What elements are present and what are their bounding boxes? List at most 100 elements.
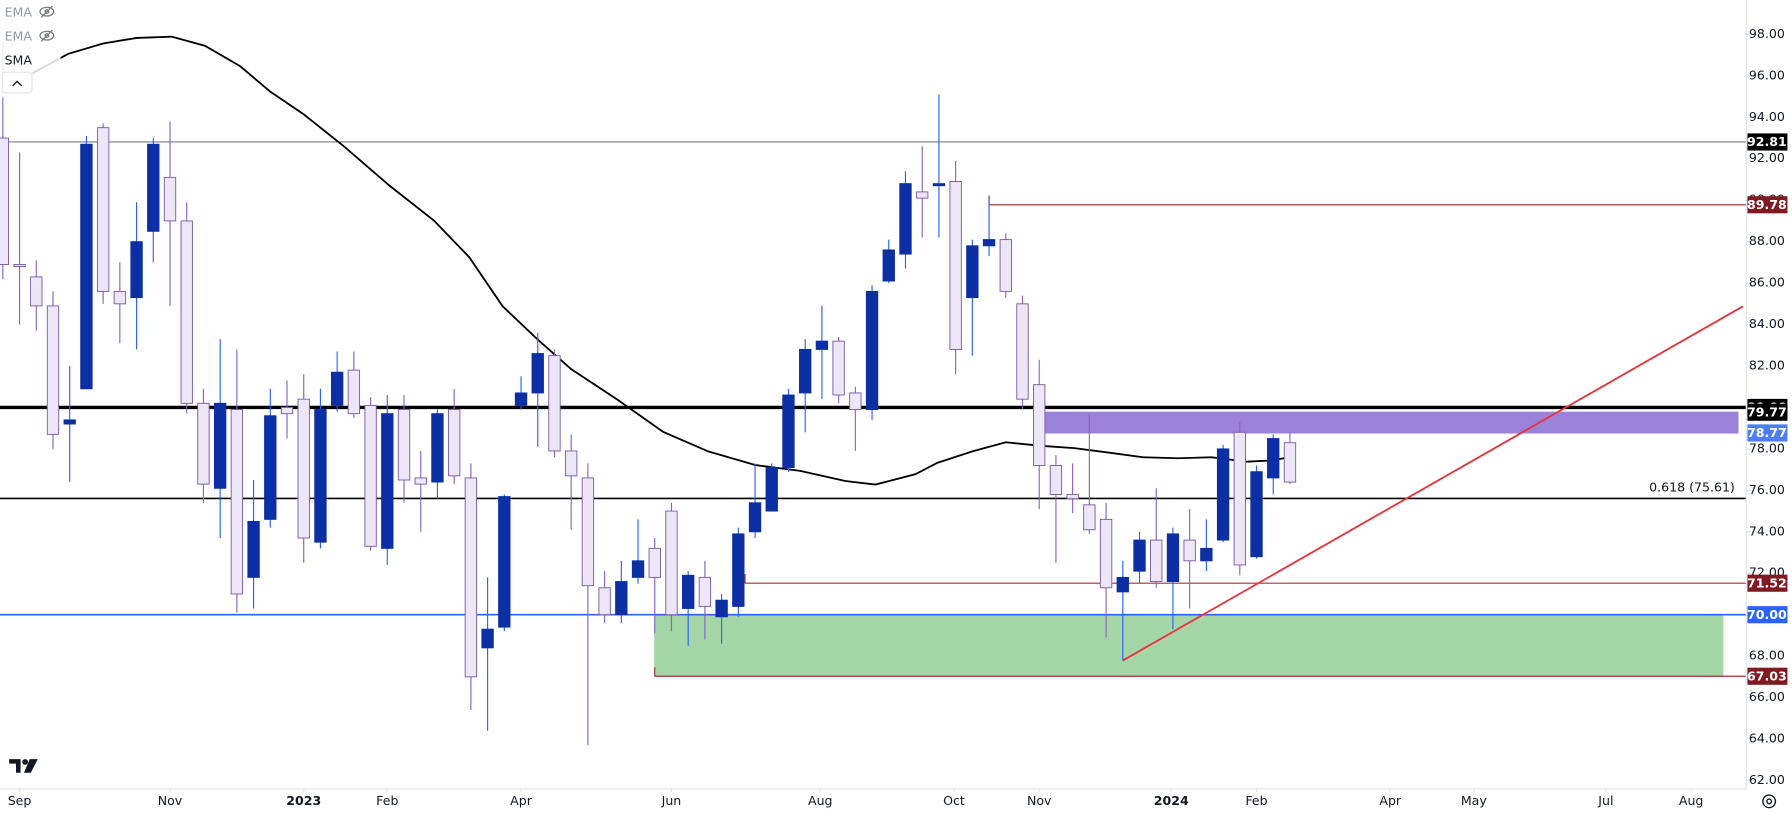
candle-body (782, 394, 795, 469)
candle-body (96, 127, 110, 292)
candle-body (1216, 448, 1230, 541)
candle-body (1083, 504, 1096, 531)
x-tick-label: Jun (661, 793, 682, 808)
collapse-button[interactable] (1, 71, 33, 94)
price-label-box (1747, 403, 1788, 421)
candle-body (1033, 384, 1046, 466)
price-label-box (1747, 667, 1788, 685)
y-tick-label: 96.00 (1749, 67, 1785, 82)
candle-body (1267, 438, 1280, 479)
candle-body (431, 413, 444, 483)
candle-body (1049, 465, 1063, 495)
candle-body (197, 402, 210, 485)
y-tick-label: 74.00 (1749, 523, 1785, 538)
y-tick-label: 98.00 (1749, 26, 1785, 41)
axes: 62.0064.0066.0068.0070.0072.0074.0076.00… (8, 26, 1788, 808)
candle-body (1116, 576, 1129, 593)
eye-hidden-icon[interactable] (39, 29, 55, 42)
candle-body (849, 392, 862, 410)
candle-body (180, 220, 193, 404)
price-label: 92.81 (1747, 134, 1787, 149)
candle-body (548, 355, 561, 452)
candle-body (682, 574, 695, 609)
candle-body (230, 409, 244, 595)
x-tick-label: Oct (943, 793, 965, 808)
legend-sma[interactable]: SMA (5, 52, 33, 67)
candle-body (631, 560, 645, 578)
candle-body (715, 599, 728, 618)
zone (654, 614, 1724, 677)
y-tick-label: 84.00 (1749, 316, 1785, 331)
candle-body (1183, 539, 1196, 562)
candle-body (732, 533, 745, 607)
settings-icon[interactable] (1762, 794, 1777, 809)
sma-line (2, 35, 1291, 486)
candle-body (330, 371, 344, 406)
level-annotation: 0.618 (75.61) (1649, 480, 1735, 495)
candle-body (297, 398, 310, 539)
candle-body (130, 241, 143, 299)
candle-body (598, 587, 611, 616)
x-tick-label: Aug (1679, 793, 1704, 808)
candle-body (381, 413, 394, 549)
y-tick-label: 88.00 (1749, 233, 1785, 248)
price-label-box (1747, 133, 1788, 151)
candle-body (1166, 533, 1180, 582)
candle-body (280, 406, 294, 415)
candle-body (397, 409, 411, 481)
x-tick-label: Aug (808, 793, 833, 808)
candle-body (1283, 442, 1297, 483)
x-tick-label: Apr (510, 793, 533, 808)
price-label: 71.52 (1747, 575, 1787, 590)
candle-body (314, 409, 327, 543)
candle-body (982, 239, 996, 247)
candle-body (916, 191, 929, 199)
y-tick-label: 76.00 (1749, 482, 1785, 497)
candle-body (213, 402, 227, 489)
candle-body (364, 404, 377, 547)
eye-hidden-icon[interactable] (39, 5, 55, 18)
candle-body (464, 477, 478, 678)
candle-body (1016, 303, 1029, 400)
x-tick-label: Nov (158, 793, 183, 808)
candle-body (347, 369, 361, 415)
candle-body (498, 496, 511, 628)
price-label: 67.03 (1747, 668, 1787, 683)
legend-ema[interactable]: EMA (5, 28, 33, 43)
candle-body (147, 143, 160, 232)
candle-body (30, 276, 43, 307)
x-tick-label: Jul (1597, 793, 1613, 808)
x-tick-label: 2024 (1154, 793, 1189, 808)
plot-area: 0.618 (75.61) (0, 35, 1747, 746)
candle-body (966, 245, 979, 299)
indicator-legend: EMA EMA SMA (1, 1, 61, 98)
candle-body (765, 467, 778, 512)
candle-body (1133, 539, 1146, 572)
candle-body (264, 415, 277, 520)
zone (1041, 411, 1739, 434)
y-tick-label: 86.00 (1749, 275, 1785, 290)
candle-body (932, 183, 946, 187)
candle-body (0, 137, 10, 265)
candle-body (999, 239, 1012, 292)
x-tick-label: Feb (1245, 793, 1267, 808)
candle-body (799, 348, 812, 394)
candle-body (648, 547, 661, 578)
candle-body (865, 290, 879, 410)
x-tick-label: Feb (376, 793, 398, 808)
y-tick-label: 92.00 (1749, 150, 1785, 165)
x-tick-label: Apr (1379, 793, 1402, 808)
legend-ema[interactable]: EMA (5, 4, 33, 19)
tradingview-logo (9, 759, 38, 773)
price-label: 79.77 (1747, 404, 1787, 419)
candle-body (748, 502, 762, 533)
y-tick-label: 78.00 (1749, 440, 1785, 455)
candle-body (615, 581, 628, 616)
price-label-box (1747, 424, 1788, 442)
candle-body (46, 305, 60, 435)
price-label-box (1747, 606, 1788, 624)
candle-body (882, 249, 895, 282)
y-tick-label: 62.00 (1749, 772, 1785, 787)
